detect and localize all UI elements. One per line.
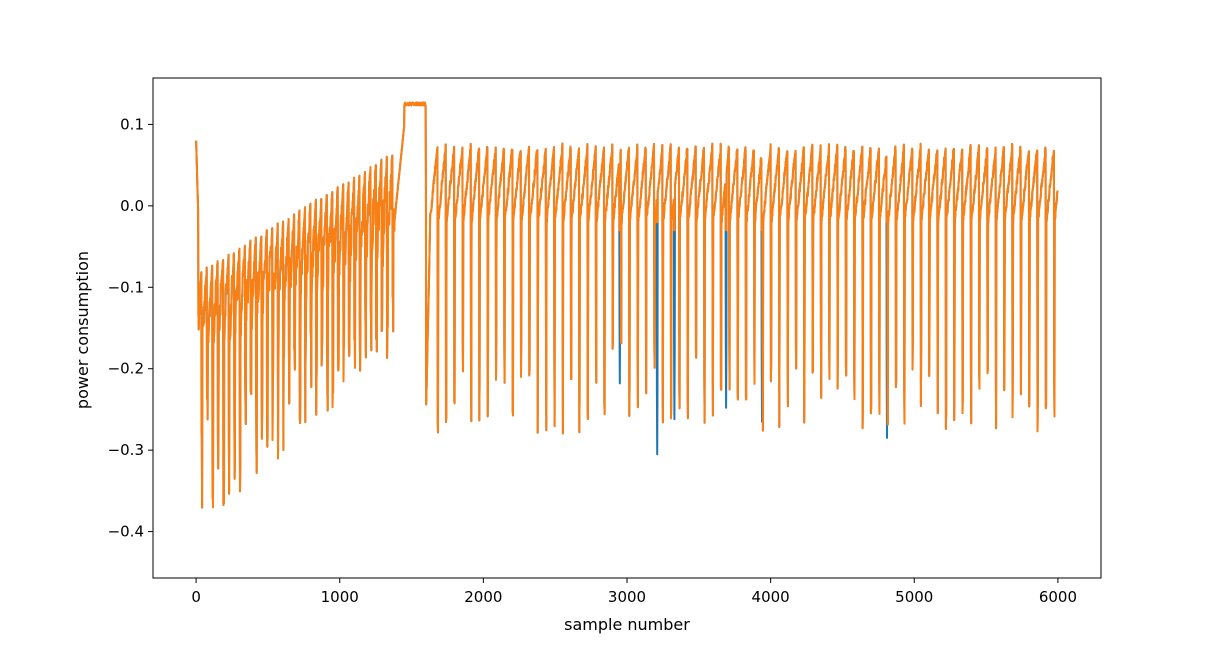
y-tick-label: −0.3: [108, 441, 144, 459]
x-axis-label: sample number: [564, 615, 690, 634]
x-tick-label: 6000: [1039, 588, 1077, 606]
x-tick-label: 4000: [752, 588, 790, 606]
y-tick-label: −0.1: [108, 278, 144, 296]
y-tick-label: −0.4: [108, 523, 144, 541]
x-tick-label: 2000: [464, 588, 502, 606]
series-layer: [195, 101, 1059, 509]
series-2-line: [195, 101, 1059, 509]
y-tick-label: 0.0: [120, 197, 144, 215]
x-axis-ticks: 0 1000 2000 3000 4000 5000 6000: [191, 578, 1077, 606]
x-tick-label: 1000: [321, 588, 359, 606]
x-tick-label: 0: [191, 588, 201, 606]
x-tick-label: 3000: [608, 588, 646, 606]
y-tick-label: −0.2: [108, 360, 144, 378]
x-tick-label: 5000: [895, 588, 933, 606]
y-axis-label: power consumption: [73, 251, 92, 409]
y-axis-ticks: −0.4 −0.3 −0.2 −0.1 0.0 0.1: [108, 115, 153, 541]
y-tick-label: 0.1: [120, 115, 144, 133]
